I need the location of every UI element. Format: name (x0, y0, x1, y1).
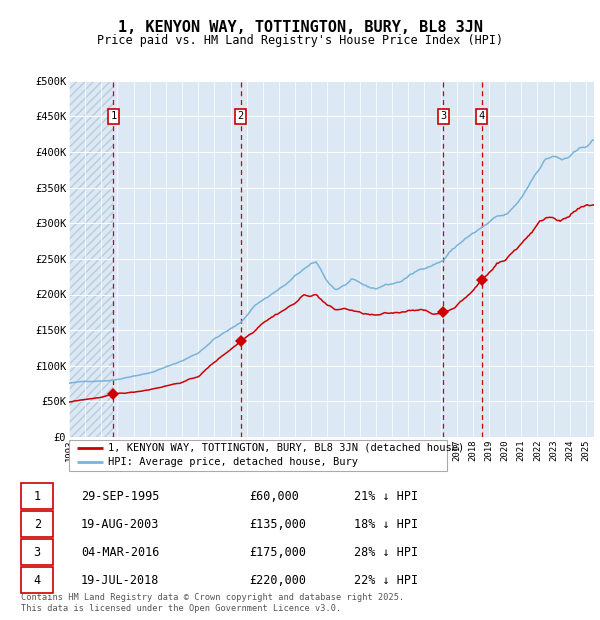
FancyBboxPatch shape (21, 567, 53, 593)
Text: £60,000: £60,000 (249, 490, 299, 503)
Text: 21% ↓ HPI: 21% ↓ HPI (354, 490, 418, 503)
Text: £175,000: £175,000 (249, 546, 306, 559)
Text: 1: 1 (110, 111, 116, 122)
Text: 18% ↓ HPI: 18% ↓ HPI (354, 518, 418, 531)
Text: 2: 2 (238, 111, 244, 122)
Text: 3: 3 (440, 111, 446, 122)
FancyBboxPatch shape (21, 539, 53, 565)
Text: 1, KENYON WAY, TOTTINGTON, BURY, BL8 3JN: 1, KENYON WAY, TOTTINGTON, BURY, BL8 3JN (118, 20, 482, 35)
FancyBboxPatch shape (21, 484, 53, 510)
Text: 04-MAR-2016: 04-MAR-2016 (81, 546, 160, 559)
Text: 1, KENYON WAY, TOTTINGTON, BURY, BL8 3JN (detached house): 1, KENYON WAY, TOTTINGTON, BURY, BL8 3JN… (109, 443, 464, 453)
Text: 4: 4 (478, 111, 485, 122)
Text: £135,000: £135,000 (249, 518, 306, 531)
FancyBboxPatch shape (69, 440, 447, 471)
Bar (69, 81, 113, 437)
Text: 3: 3 (34, 546, 41, 559)
Text: 19-AUG-2003: 19-AUG-2003 (81, 518, 160, 531)
Text: Contains HM Land Registry data © Crown copyright and database right 2025.
This d: Contains HM Land Registry data © Crown c… (21, 593, 404, 613)
Text: 29-SEP-1995: 29-SEP-1995 (81, 490, 160, 503)
Text: 4: 4 (34, 574, 41, 587)
Text: Price paid vs. HM Land Registry's House Price Index (HPI): Price paid vs. HM Land Registry's House … (97, 34, 503, 46)
Text: 22% ↓ HPI: 22% ↓ HPI (354, 574, 418, 587)
Text: £220,000: £220,000 (249, 574, 306, 587)
Text: 19-JUL-2018: 19-JUL-2018 (81, 574, 160, 587)
Text: 28% ↓ HPI: 28% ↓ HPI (354, 546, 418, 559)
Text: 1: 1 (34, 490, 41, 503)
Text: HPI: Average price, detached house, Bury: HPI: Average price, detached house, Bury (109, 458, 358, 467)
Text: 2: 2 (34, 518, 41, 531)
FancyBboxPatch shape (21, 512, 53, 538)
